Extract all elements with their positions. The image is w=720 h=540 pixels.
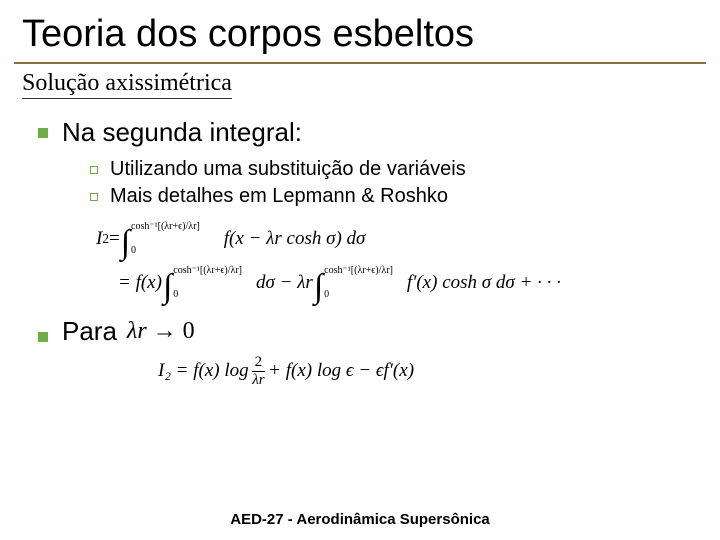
content-area: Na segunda integral: Utilizando uma subs… bbox=[0, 99, 720, 388]
bullet-level1: Na segunda integral: bbox=[38, 117, 680, 148]
integral-icon: ∫ bbox=[163, 277, 172, 297]
eq-prefix: = f(x) bbox=[118, 269, 162, 298]
page-title: Teoria dos corpos esbeltos bbox=[22, 14, 698, 56]
bullet-open-square-icon bbox=[90, 193, 98, 201]
eq3-lhs: I₂ = f(x) log bbox=[158, 357, 249, 386]
integral-icon: ∫ bbox=[314, 277, 323, 297]
subtitle: Solução axissimétrica bbox=[22, 70, 232, 99]
integral-limits: cosh⁻¹[(λr+ϵ)/λr] 0 bbox=[131, 222, 200, 256]
eq-tail: f′(x) cosh σ dσ + · · · bbox=[407, 269, 561, 298]
para-math: λr → 0 bbox=[127, 318, 195, 345]
sub-bullet-text: Utilizando uma substituição de variáveis bbox=[110, 158, 466, 181]
equation-line-2: = f(x) ∫ cosh⁻¹[(λr+ϵ)/λr] 0 dσ − λr ∫ c… bbox=[118, 266, 680, 300]
title-underline bbox=[14, 62, 706, 64]
eq-mid: dσ − λr bbox=[256, 269, 313, 298]
sub-bullet-row: Mais detalhes em Lepmann & Roshko bbox=[90, 185, 680, 208]
bullet-level1: Para λr → 0 bbox=[38, 316, 680, 347]
bullet-square-icon bbox=[38, 128, 48, 138]
integral-limits: cosh⁻¹[(λr+ϵ)/λr] 0 bbox=[173, 266, 242, 300]
equation-line-3: I₂ = f(x) log 2 λr + f(x) log ϵ − ϵf′(x) bbox=[158, 355, 680, 388]
equation-block: I2 = ∫ cosh⁻¹[(λr+ϵ)/λr] 0 f(x − λr cosh… bbox=[96, 222, 680, 300]
equation-line-1: I2 = ∫ cosh⁻¹[(λr+ϵ)/λr] 0 f(x − λr cosh… bbox=[96, 222, 680, 256]
integral-icon: ∫ bbox=[121, 233, 130, 253]
sub-bullet-row: Utilizando uma substituição de variáveis bbox=[90, 158, 680, 181]
para-label: Para bbox=[62, 316, 117, 347]
sub-bullet-text: Mais detalhes em Lepmann & Roshko bbox=[110, 185, 448, 208]
eq-equals: = bbox=[109, 225, 120, 254]
bullet-text: Na segunda integral: bbox=[62, 117, 302, 148]
sub-bullet-list: Utilizando uma substituição de variáveis… bbox=[90, 158, 680, 208]
bullet-square-icon bbox=[38, 332, 48, 342]
eq3-rest: + f(x) log ϵ − ϵf′(x) bbox=[268, 357, 414, 386]
footer-text: AED-27 - Aerodinâmica Supersônica bbox=[0, 511, 720, 528]
equation-block-2: I₂ = f(x) log 2 λr + f(x) log ϵ − ϵf′(x) bbox=[158, 355, 680, 388]
integral-limits: cosh⁻¹[(λr+ϵ)/λr] 0 bbox=[324, 266, 393, 300]
bullet-open-square-icon bbox=[90, 166, 98, 174]
fraction: 2 λr bbox=[252, 355, 266, 388]
eq-integrand: f(x − λr cosh σ) dσ bbox=[224, 225, 366, 254]
